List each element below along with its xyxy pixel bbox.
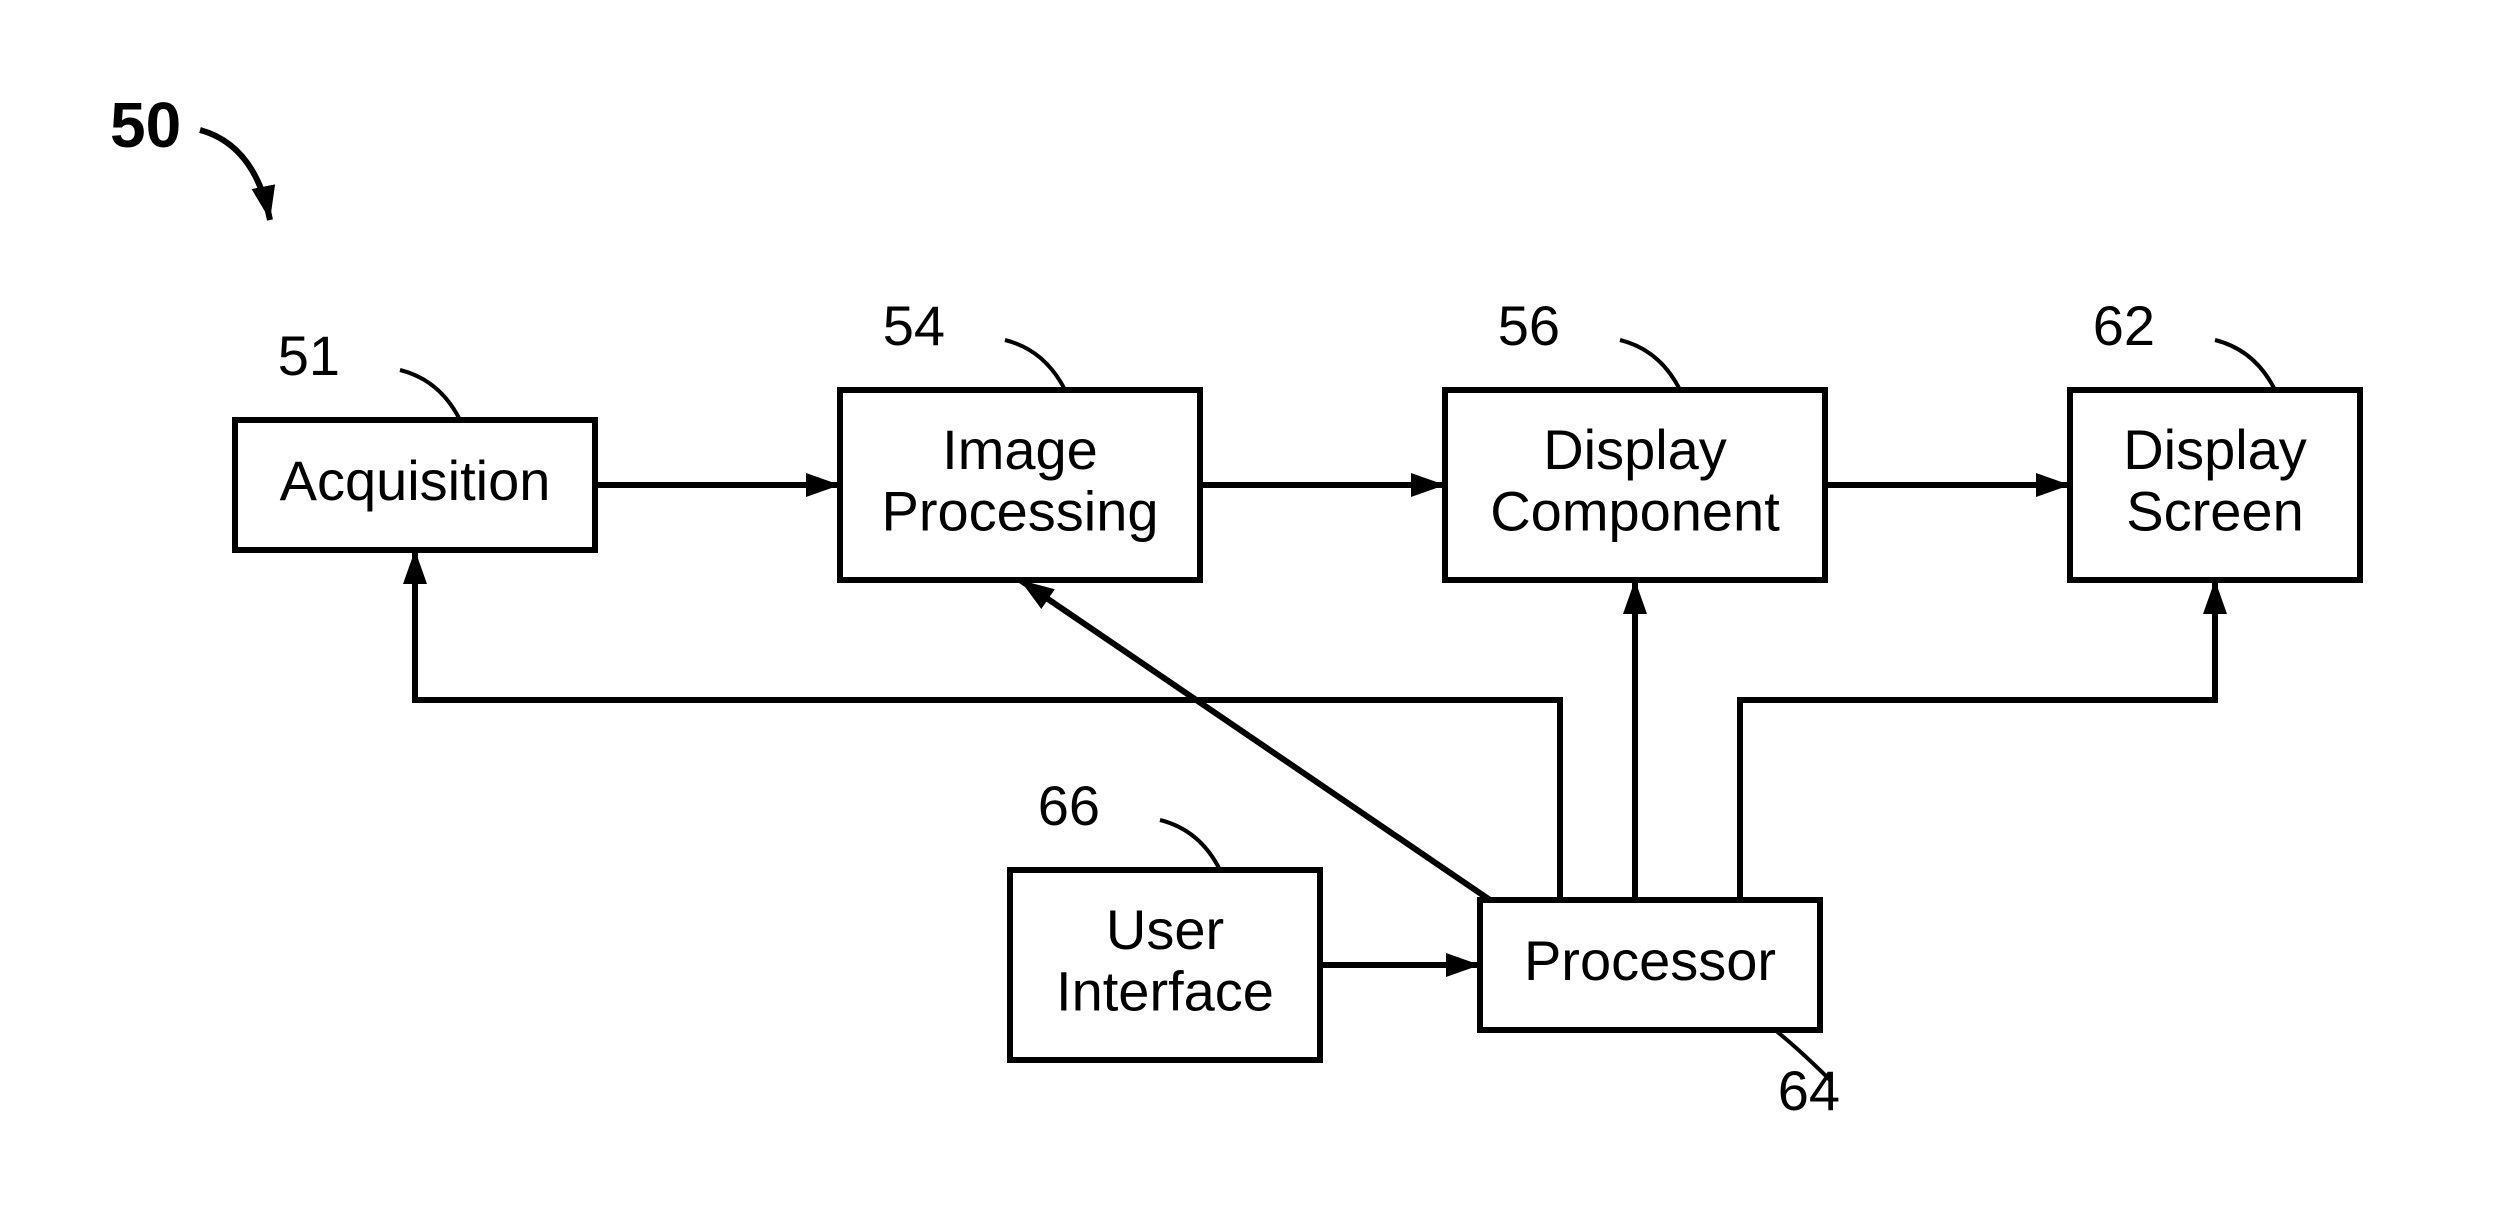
ref-acquisition: 51 bbox=[278, 324, 340, 387]
label-display_component-line1: Component bbox=[1490, 480, 1780, 543]
label-processor-line0: Processor bbox=[1524, 929, 1776, 992]
node-display_component: DisplayComponent 56 bbox=[1445, 294, 1825, 580]
figure-ref-arrow bbox=[200, 130, 270, 220]
ref-image_processing: 54 bbox=[883, 294, 945, 357]
leader-user_interface bbox=[1160, 820, 1220, 870]
label-acquisition-line0: Acquisition bbox=[280, 449, 551, 512]
leader-image_processing bbox=[1005, 340, 1065, 390]
label-display_screen-line1: Screen bbox=[2126, 480, 2303, 543]
node-user_interface: UserInterface 66 bbox=[1010, 774, 1320, 1060]
leader-acquisition bbox=[400, 370, 460, 420]
node-image_processing: ImageProcessing 54 bbox=[840, 294, 1200, 580]
edge-processor-to-acquisition bbox=[415, 550, 1560, 900]
label-user_interface-line1: Interface bbox=[1056, 960, 1274, 1023]
ref-display_screen: 62 bbox=[2093, 294, 2155, 357]
leader-display_component bbox=[1620, 340, 1680, 390]
leader-display_screen bbox=[2215, 340, 2275, 390]
label-image_processing-line0: Image bbox=[942, 418, 1098, 481]
edge-processor-to-image_processing bbox=[1020, 580, 1490, 900]
ref-user_interface: 66 bbox=[1038, 774, 1100, 837]
figure-ref-number: 50 bbox=[110, 89, 181, 161]
edge-processor-to-display_screen bbox=[1740, 580, 2215, 900]
label-image_processing-line1: Processing bbox=[881, 480, 1158, 543]
label-display_component-line0: Display bbox=[1543, 418, 1727, 481]
node-processor: Processor 64 bbox=[1480, 900, 1840, 1122]
label-display_screen-line0: Display bbox=[2123, 418, 2307, 481]
ref-processor: 64 bbox=[1778, 1059, 1840, 1122]
node-acquisition: Acquisition 51 bbox=[235, 324, 595, 550]
label-user_interface-line0: User bbox=[1106, 898, 1224, 961]
node-display_screen: DisplayScreen 62 bbox=[2070, 294, 2360, 580]
ref-display_component: 56 bbox=[1498, 294, 1560, 357]
